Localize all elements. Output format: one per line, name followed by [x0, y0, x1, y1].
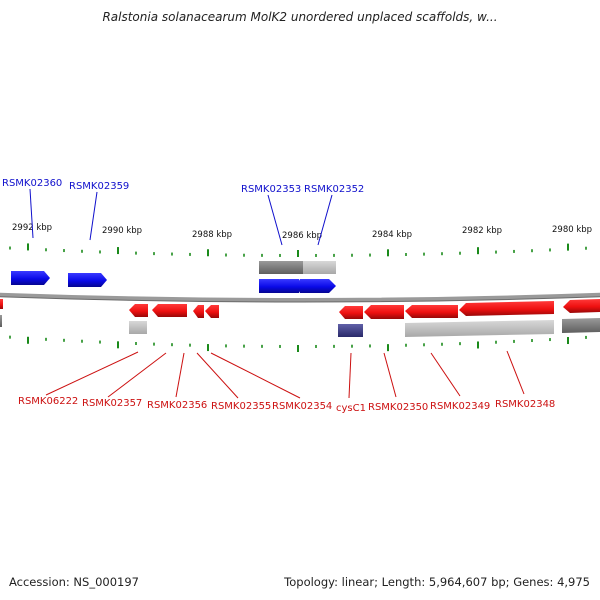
feature-block-gray[interactable] — [259, 261, 303, 274]
label-leader-line — [210, 352, 301, 399]
gene-label[interactable]: RSMK02349 — [430, 401, 490, 412]
gene-feature-reverse[interactable] — [364, 305, 404, 319]
scale-label: 2982 kbp — [462, 226, 502, 236]
feature-block-lightgray[interactable] — [405, 320, 554, 337]
feature-block-navy[interactable] — [338, 324, 363, 337]
gene-label[interactable]: RSMK02353 — [241, 184, 301, 195]
gene-label[interactable]: RSMK02359 — [69, 181, 129, 192]
label-leader-line — [89, 191, 98, 241]
gene-feature-reverse[interactable] — [205, 305, 219, 318]
gene-feature-reverse[interactable] — [563, 299, 600, 313]
label-leader-line — [196, 352, 239, 399]
label-leader-line — [107, 352, 167, 398]
gene-label[interactable]: RSMK02356 — [147, 400, 207, 411]
scale-ticks-top — [9, 243, 587, 257]
label-leader-line — [267, 194, 283, 246]
gene-feature-reverse[interactable] — [193, 305, 204, 318]
scale-label: 2986 kbp — [282, 231, 322, 241]
label-leader-line — [45, 351, 139, 396]
label-leader-line — [175, 352, 185, 398]
scale-labels: 2992 kbp 2990 kbp 2988 kbp 2986 kbp 2984… — [12, 223, 592, 241]
gene-feature-reverse[interactable] — [129, 304, 148, 317]
gene-label[interactable]: RSMK02360 — [2, 178, 62, 189]
label-leader-line — [29, 188, 34, 239]
feature-block-gray[interactable] — [562, 318, 600, 333]
gene-feature-forward[interactable] — [300, 279, 336, 293]
scale-label: 2980 kbp — [552, 225, 592, 235]
forward-strand-features — [11, 261, 336, 293]
gene-label[interactable]: RSMK02354 — [272, 401, 332, 412]
gene-label[interactable]: cysC1 — [336, 403, 366, 414]
gene-feature-forward[interactable] — [68, 273, 107, 287]
reverse-strand-features — [0, 299, 600, 337]
feature-block-lightgray[interactable] — [129, 321, 147, 334]
gene-label[interactable]: RSMK02348 — [495, 399, 555, 410]
label-leader-line — [430, 352, 461, 397]
gene-label[interactable]: RSMK02352 — [304, 184, 364, 195]
gene-feature-forward[interactable] — [259, 279, 303, 293]
scale-label: 2984 kbp — [372, 230, 412, 240]
map-title: Ralstonia solanacearum MolK2 unordered u… — [102, 10, 498, 24]
gene-label[interactable]: RSMK02355 — [211, 401, 271, 412]
gene-feature-reverse[interactable] — [339, 306, 363, 319]
gene-feature-reverse[interactable] — [405, 305, 458, 318]
bottom-gene-labels: RSMK06222 RSMK02357 RSMK02356 RSMK02355 … — [18, 350, 555, 414]
sequence-backbone — [0, 292, 600, 302]
scale-ticks-bottom — [9, 335, 587, 352]
accession-text: Accession: NS_000197 — [9, 575, 139, 589]
gene-feature-reverse[interactable] — [0, 299, 3, 309]
label-leader-line — [383, 352, 397, 398]
top-gene-labels: RSMK02360 RSMK02359 RSMK02353 RSMK02352 — [2, 178, 364, 246]
gene-label[interactable]: RSMK02357 — [82, 398, 142, 409]
scale-label: 2988 kbp — [192, 230, 232, 240]
sequence-summary-text: Topology: linear; Length: 5,964,607 bp; … — [284, 575, 590, 589]
label-leader-line — [348, 352, 352, 399]
feature-block-gray[interactable] — [0, 315, 2, 327]
sequence-backbone-shadow — [0, 296, 600, 303]
gene-feature-reverse[interactable] — [459, 301, 554, 316]
gene-feature-forward[interactable] — [11, 271, 50, 285]
feature-block-lightgray[interactable] — [303, 261, 336, 274]
label-leader-line — [506, 350, 525, 395]
gene-label[interactable]: RSMK06222 — [18, 396, 78, 407]
scale-label: 2990 kbp — [102, 226, 142, 236]
gene-label[interactable]: RSMK02350 — [368, 402, 428, 413]
label-leader-line — [317, 194, 333, 246]
gene-feature-reverse[interactable] — [152, 304, 187, 317]
